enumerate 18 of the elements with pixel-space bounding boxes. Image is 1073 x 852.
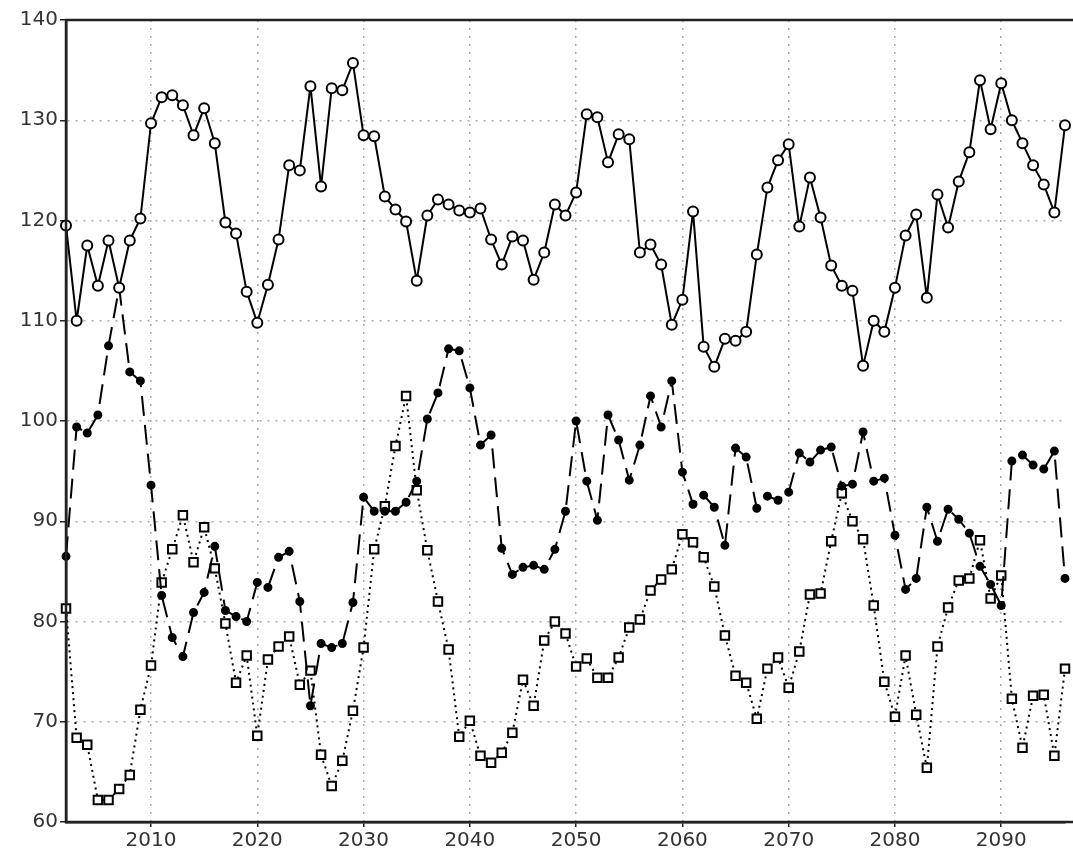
y-tick-label: 80 xyxy=(32,607,58,632)
x-tick-label: 2010 xyxy=(125,827,177,852)
x-tick-label: 2030 xyxy=(338,827,390,852)
y-tick-label: 120 xyxy=(19,206,58,231)
y-tick-label: 100 xyxy=(19,407,58,432)
y-tick-label: 130 xyxy=(19,106,58,131)
x-tick-label: 2040 xyxy=(444,827,496,852)
y-tick-label: 140 xyxy=(19,6,58,31)
x-tick-label: 2050 xyxy=(550,827,602,852)
y-tick-label: 70 xyxy=(32,707,58,732)
y-tick-label: 60 xyxy=(32,808,58,833)
x-tick-label: 2060 xyxy=(656,827,708,852)
y-tick-label: 90 xyxy=(32,507,58,532)
x-tick-label: 2020 xyxy=(231,827,283,852)
x-tick-label: 2080 xyxy=(869,827,921,852)
x-tick-label: 2090 xyxy=(975,827,1027,852)
x-tick-label: 2070 xyxy=(763,827,815,852)
y-tick-label: 110 xyxy=(19,306,58,331)
